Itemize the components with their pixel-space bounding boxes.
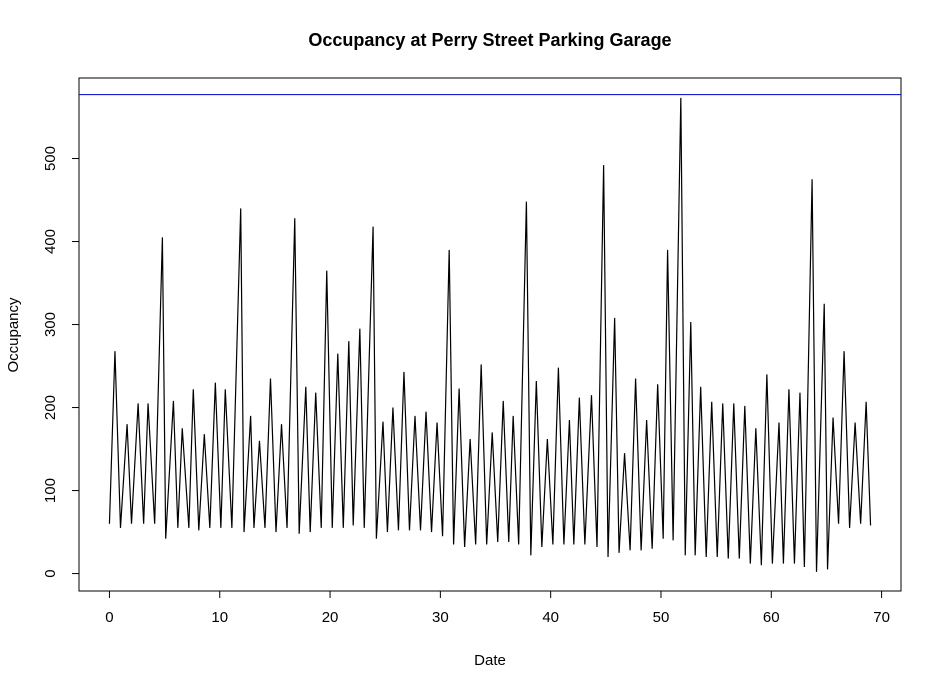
x-tick-label: 50 [653,609,670,626]
y-axis-label: Occupancy [5,297,22,373]
x-tick-label: 60 [763,609,780,626]
y-tick-label: 300 [42,312,59,337]
x-tick-label: 40 [542,609,559,626]
y-tick-label: 400 [42,229,59,254]
x-tick-label: 70 [873,609,890,626]
x-tick-label: 10 [211,609,228,626]
chart-title: Occupancy at Perry Street Parking Garage [308,30,671,50]
x-tick-label: 20 [322,609,339,626]
y-tick-label: 500 [42,146,59,171]
x-tick-label: 0 [105,609,113,626]
y-tick-label: 200 [42,395,59,420]
x-tick-label: 30 [432,609,449,626]
y-tick-label: 100 [42,478,59,503]
x-axis-label: Date [474,652,506,669]
plot-box [78,77,902,592]
data-line [108,97,872,572]
y-tick-label: 0 [42,569,59,577]
